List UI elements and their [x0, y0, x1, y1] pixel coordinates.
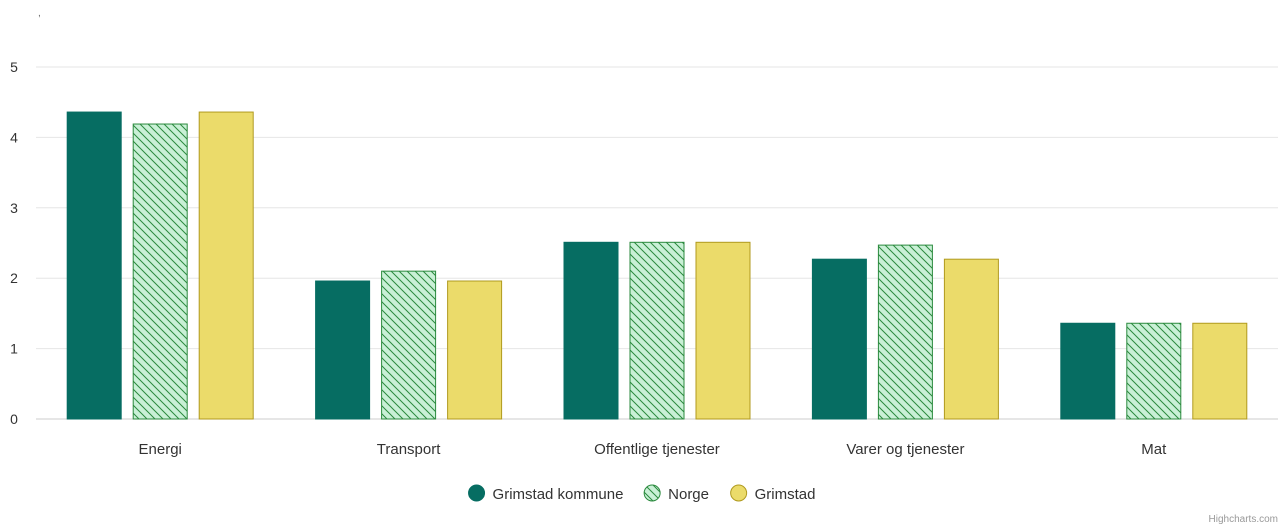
bar-grimstad-kommune[interactable] [66, 111, 122, 420]
bar-grimstad[interactable] [943, 258, 999, 420]
corner-mark: , [38, 8, 41, 19]
x-category-label: Offentlige tjenester [594, 441, 720, 458]
legend-marker [468, 484, 486, 502]
legend-item[interactable]: Grimstad kommune [468, 484, 624, 503]
bar-grimstad-kommune[interactable] [1060, 322, 1116, 420]
x-category-label: Varer og tjenester [846, 441, 964, 458]
legend-item[interactable]: Grimstad [730, 484, 816, 503]
x-category-label: Energi [139, 441, 182, 458]
bar-grimstad-kommune[interactable] [563, 241, 619, 420]
bar-norge[interactable] [132, 123, 188, 420]
legend-label: Grimstad [755, 486, 816, 503]
y-tick-label: 5 [10, 59, 18, 75]
legend-label: Norge [668, 486, 709, 503]
x-category-label: Mat [1141, 441, 1167, 458]
legend-label: Grimstad kommune [493, 486, 624, 503]
bar-norge[interactable] [629, 241, 685, 420]
bar-norge[interactable] [381, 270, 437, 420]
y-tick-label: 4 [10, 129, 18, 145]
highcharts-credit[interactable]: Highcharts.com [1209, 514, 1278, 525]
y-tick-label: 0 [10, 411, 18, 427]
y-axis: 0 1 2 3 4 5 [10, 59, 18, 427]
bar-norge[interactable] [877, 244, 933, 420]
bar-grimstad[interactable] [198, 111, 254, 420]
bar-grimstad[interactable] [695, 241, 751, 420]
legend-marker [643, 484, 661, 502]
y-tick-label: 1 [10, 341, 18, 357]
legend-item[interactable]: Norge [643, 484, 709, 503]
legend-marker [730, 484, 748, 502]
legend: Grimstad kommune Norge Grimstad [468, 484, 816, 503]
bar-grimstad-kommune[interactable] [811, 258, 867, 420]
x-category-label: Transport [377, 441, 441, 458]
bars [66, 111, 1248, 420]
bar-grimstad-kommune[interactable] [315, 280, 371, 420]
x-axis: Energi Transport Offentlige tjenester Varer… [139, 441, 1168, 458]
bar-grimstad[interactable] [1192, 322, 1248, 420]
bar-grimstad[interactable] [447, 280, 503, 420]
bar-norge[interactable] [1126, 322, 1182, 420]
y-tick-label: 2 [10, 270, 18, 286]
y-tick-label: 3 [10, 200, 18, 216]
